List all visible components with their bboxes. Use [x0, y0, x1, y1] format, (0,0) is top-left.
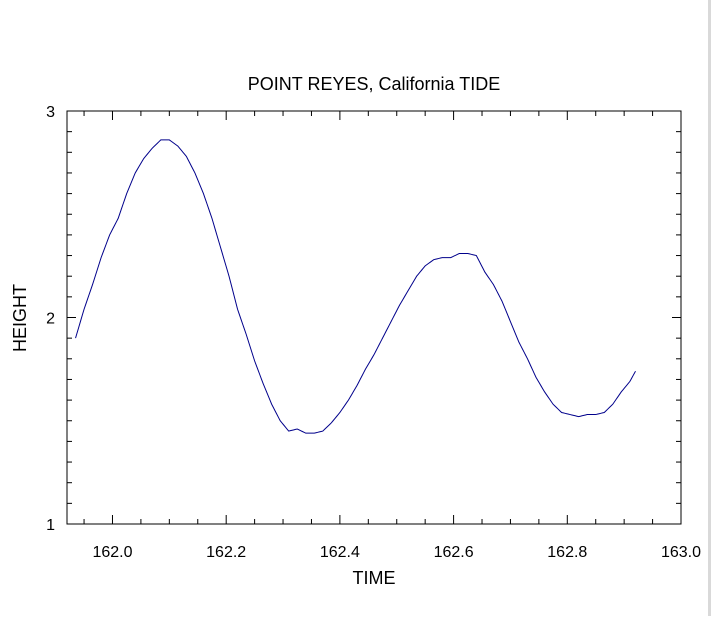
x-axis-title: TIME [353, 568, 396, 588]
plot-frame [66, 110, 682, 525]
y-tick-label: 2 [46, 311, 55, 328]
y-axis-title: HEIGHT [10, 284, 30, 352]
tide-height-series-line [75, 139, 636, 434]
window-edge [708, 0, 711, 616]
y-tick-label: 1 [46, 517, 55, 534]
y-tick-label: 3 [46, 104, 55, 121]
y-axis-ticks [67, 110, 681, 525]
x-tick-label: 162.0 [92, 544, 132, 561]
x-tick-label: 163.0 [661, 544, 701, 561]
x-tick-label: 162.8 [547, 544, 587, 561]
y-axis-tick-labels: 1 2 3 [46, 104, 55, 534]
x-tick-label: 162.2 [206, 544, 246, 561]
x-axis-tick-labels: 162.0 162.2 162.4 162.6 162.8 163.0 [92, 544, 701, 561]
x-tick-label: 162.4 [320, 544, 360, 561]
x-axis-ticks [83, 111, 682, 524]
x-tick-label: 162.6 [434, 544, 474, 561]
chart-title: POINT REYES, California TIDE [248, 74, 500, 94]
